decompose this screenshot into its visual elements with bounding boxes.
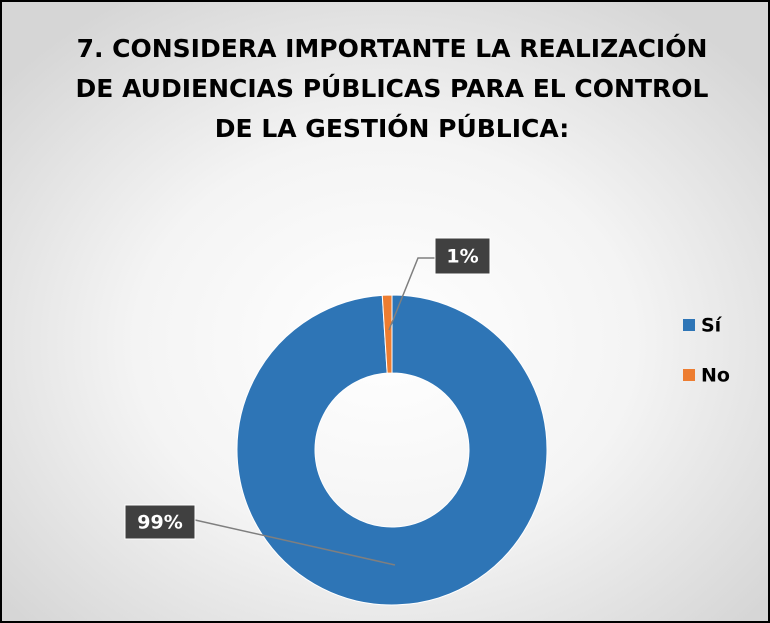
chart-title: 7. CONSIDERA IMPORTANTE LA REALIZACIÓN — [77, 33, 708, 63]
leader-line — [194, 519, 396, 566]
donut-slice — [381, 294, 393, 374]
data-label-box — [124, 504, 196, 540]
data-label: 1% — [446, 246, 478, 268]
chart-title: DE LA GESTIÓN PÚBLICA: — [215, 113, 569, 143]
data-label: 99% — [137, 512, 182, 534]
data-label-box — [434, 237, 491, 275]
legend-swatch — [683, 369, 695, 381]
donut-slice — [236, 294, 548, 606]
legend-label: No — [701, 365, 730, 387]
chart-title: DE AUDIENCIAS PÚBLICAS PARA EL CONTROL — [76, 73, 709, 103]
legend-label: Sí — [701, 315, 723, 337]
leader-line — [388, 257, 435, 331]
legend-swatch — [683, 319, 695, 331]
